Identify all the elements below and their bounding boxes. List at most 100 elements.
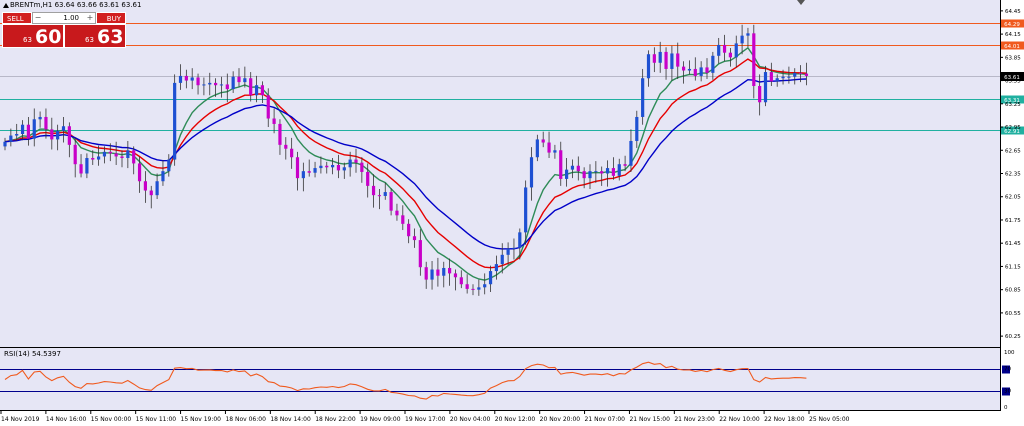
- lot-increase-button[interactable]: +: [86, 13, 94, 22]
- rsi-tick-label: 100: [1004, 350, 1015, 356]
- candle-body: [278, 123, 282, 145]
- candle: [605, 160, 610, 187]
- time-label: 18 Nov 06:00: [225, 416, 266, 423]
- candle-body: [26, 124, 30, 139]
- candle-body: [752, 33, 756, 86]
- price-tick-label: 61.75: [1005, 218, 1021, 224]
- candle: [219, 76, 224, 98]
- candle-body: [231, 76, 235, 90]
- candle-body: [787, 76, 791, 78]
- candle-body: [190, 77, 194, 81]
- candle: [728, 48, 732, 67]
- candle-body: [453, 273, 458, 278]
- candle-body: [758, 85, 762, 103]
- candle: [746, 27, 750, 48]
- candle-body: [711, 55, 715, 73]
- candle: [108, 143, 112, 162]
- candle-body: [518, 232, 522, 248]
- candle: [430, 261, 434, 290]
- candle: [769, 62, 773, 86]
- candle-body: [617, 164, 621, 176]
- sell-button[interactable]: SELL: [2, 12, 32, 24]
- candle: [664, 47, 668, 80]
- time-label: 15 Nov 19:00: [181, 416, 222, 423]
- collapse-arrow-icon[interactable]: [3, 3, 9, 8]
- main-plot-area[interactable]: [0, 0, 1000, 347]
- candle-body: [32, 119, 36, 139]
- candle-body: [313, 168, 317, 173]
- candle-body: [746, 33, 750, 36]
- candle: [184, 69, 188, 89]
- candle-body: [763, 72, 768, 103]
- price-tick-label: 64.45: [1005, 9, 1021, 15]
- horizontal-line-label: 64.01: [1004, 44, 1020, 50]
- candle: [518, 228, 522, 260]
- candle-body: [600, 171, 604, 174]
- candle: [401, 205, 405, 231]
- current-price-tag: [1001, 72, 1024, 81]
- candle-body: [605, 168, 610, 174]
- candle-body: [670, 53, 674, 69]
- buy-button[interactable]: BUY: [96, 12, 126, 24]
- candle-body: [658, 51, 662, 63]
- candle-body: [295, 157, 300, 179]
- candle-body: [178, 75, 183, 83]
- candle-body: [284, 144, 288, 149]
- buy-price-button[interactable]: 63 63: [64, 24, 126, 48]
- candle: [781, 69, 785, 85]
- candle-body: [407, 223, 411, 237]
- candle-body: [588, 171, 592, 179]
- candle: [44, 108, 48, 139]
- candle-body: [173, 82, 177, 160]
- time-label: 19 Nov 17:00: [405, 416, 446, 423]
- rsi-plot-area[interactable]: [0, 348, 1000, 410]
- horizontal-line-tag: [1001, 95, 1024, 104]
- candle: [313, 161, 317, 178]
- candle: [73, 137, 77, 178]
- candle-body: [529, 157, 534, 188]
- candle-body: [243, 78, 247, 83]
- candle-body: [120, 156, 124, 159]
- candle: [412, 228, 417, 248]
- candle: [570, 159, 575, 179]
- candle: [576, 156, 580, 181]
- candle-body: [535, 139, 539, 158]
- candle: [465, 274, 469, 294]
- price-tick-label: 60.55: [1005, 311, 1021, 317]
- scroll-marker-icon[interactable]: [797, 0, 805, 5]
- candle-body: [272, 118, 276, 124]
- candle: [594, 161, 598, 183]
- candle-body: [15, 134, 19, 136]
- candle: [214, 78, 218, 97]
- lot-decrease-button[interactable]: −: [34, 13, 42, 22]
- rsi-tick-label: 70: [1004, 367, 1011, 373]
- candle-body: [336, 164, 341, 171]
- candle-body: [126, 150, 130, 159]
- candle: [366, 163, 370, 198]
- candle-body: [377, 195, 381, 197]
- candle: [284, 137, 288, 160]
- candle-body: [342, 167, 346, 171]
- candle-body: [459, 277, 463, 285]
- price-tick-label: 64.15: [1005, 32, 1021, 38]
- candle: [453, 269, 458, 291]
- candle-body: [108, 151, 112, 154]
- candle-body: [319, 165, 323, 169]
- price-tick-label: 63.25: [1005, 102, 1021, 108]
- time-label: 18 Nov 22:00: [315, 416, 356, 423]
- candle-body: [448, 267, 452, 274]
- candle: [459, 270, 463, 289]
- candle: [722, 34, 727, 62]
- candle-body: [20, 124, 25, 135]
- candle: [190, 68, 194, 90]
- candle-body: [506, 248, 510, 255]
- candles: [3, 24, 809, 296]
- candle-body: [793, 72, 797, 77]
- candle: [705, 58, 709, 80]
- candle-body: [722, 44, 727, 53]
- sell-price-button[interactable]: 63 60: [2, 24, 64, 48]
- candle: [588, 164, 592, 189]
- candle-body: [646, 54, 651, 79]
- lot-size-input[interactable]: 1.00: [32, 12, 96, 24]
